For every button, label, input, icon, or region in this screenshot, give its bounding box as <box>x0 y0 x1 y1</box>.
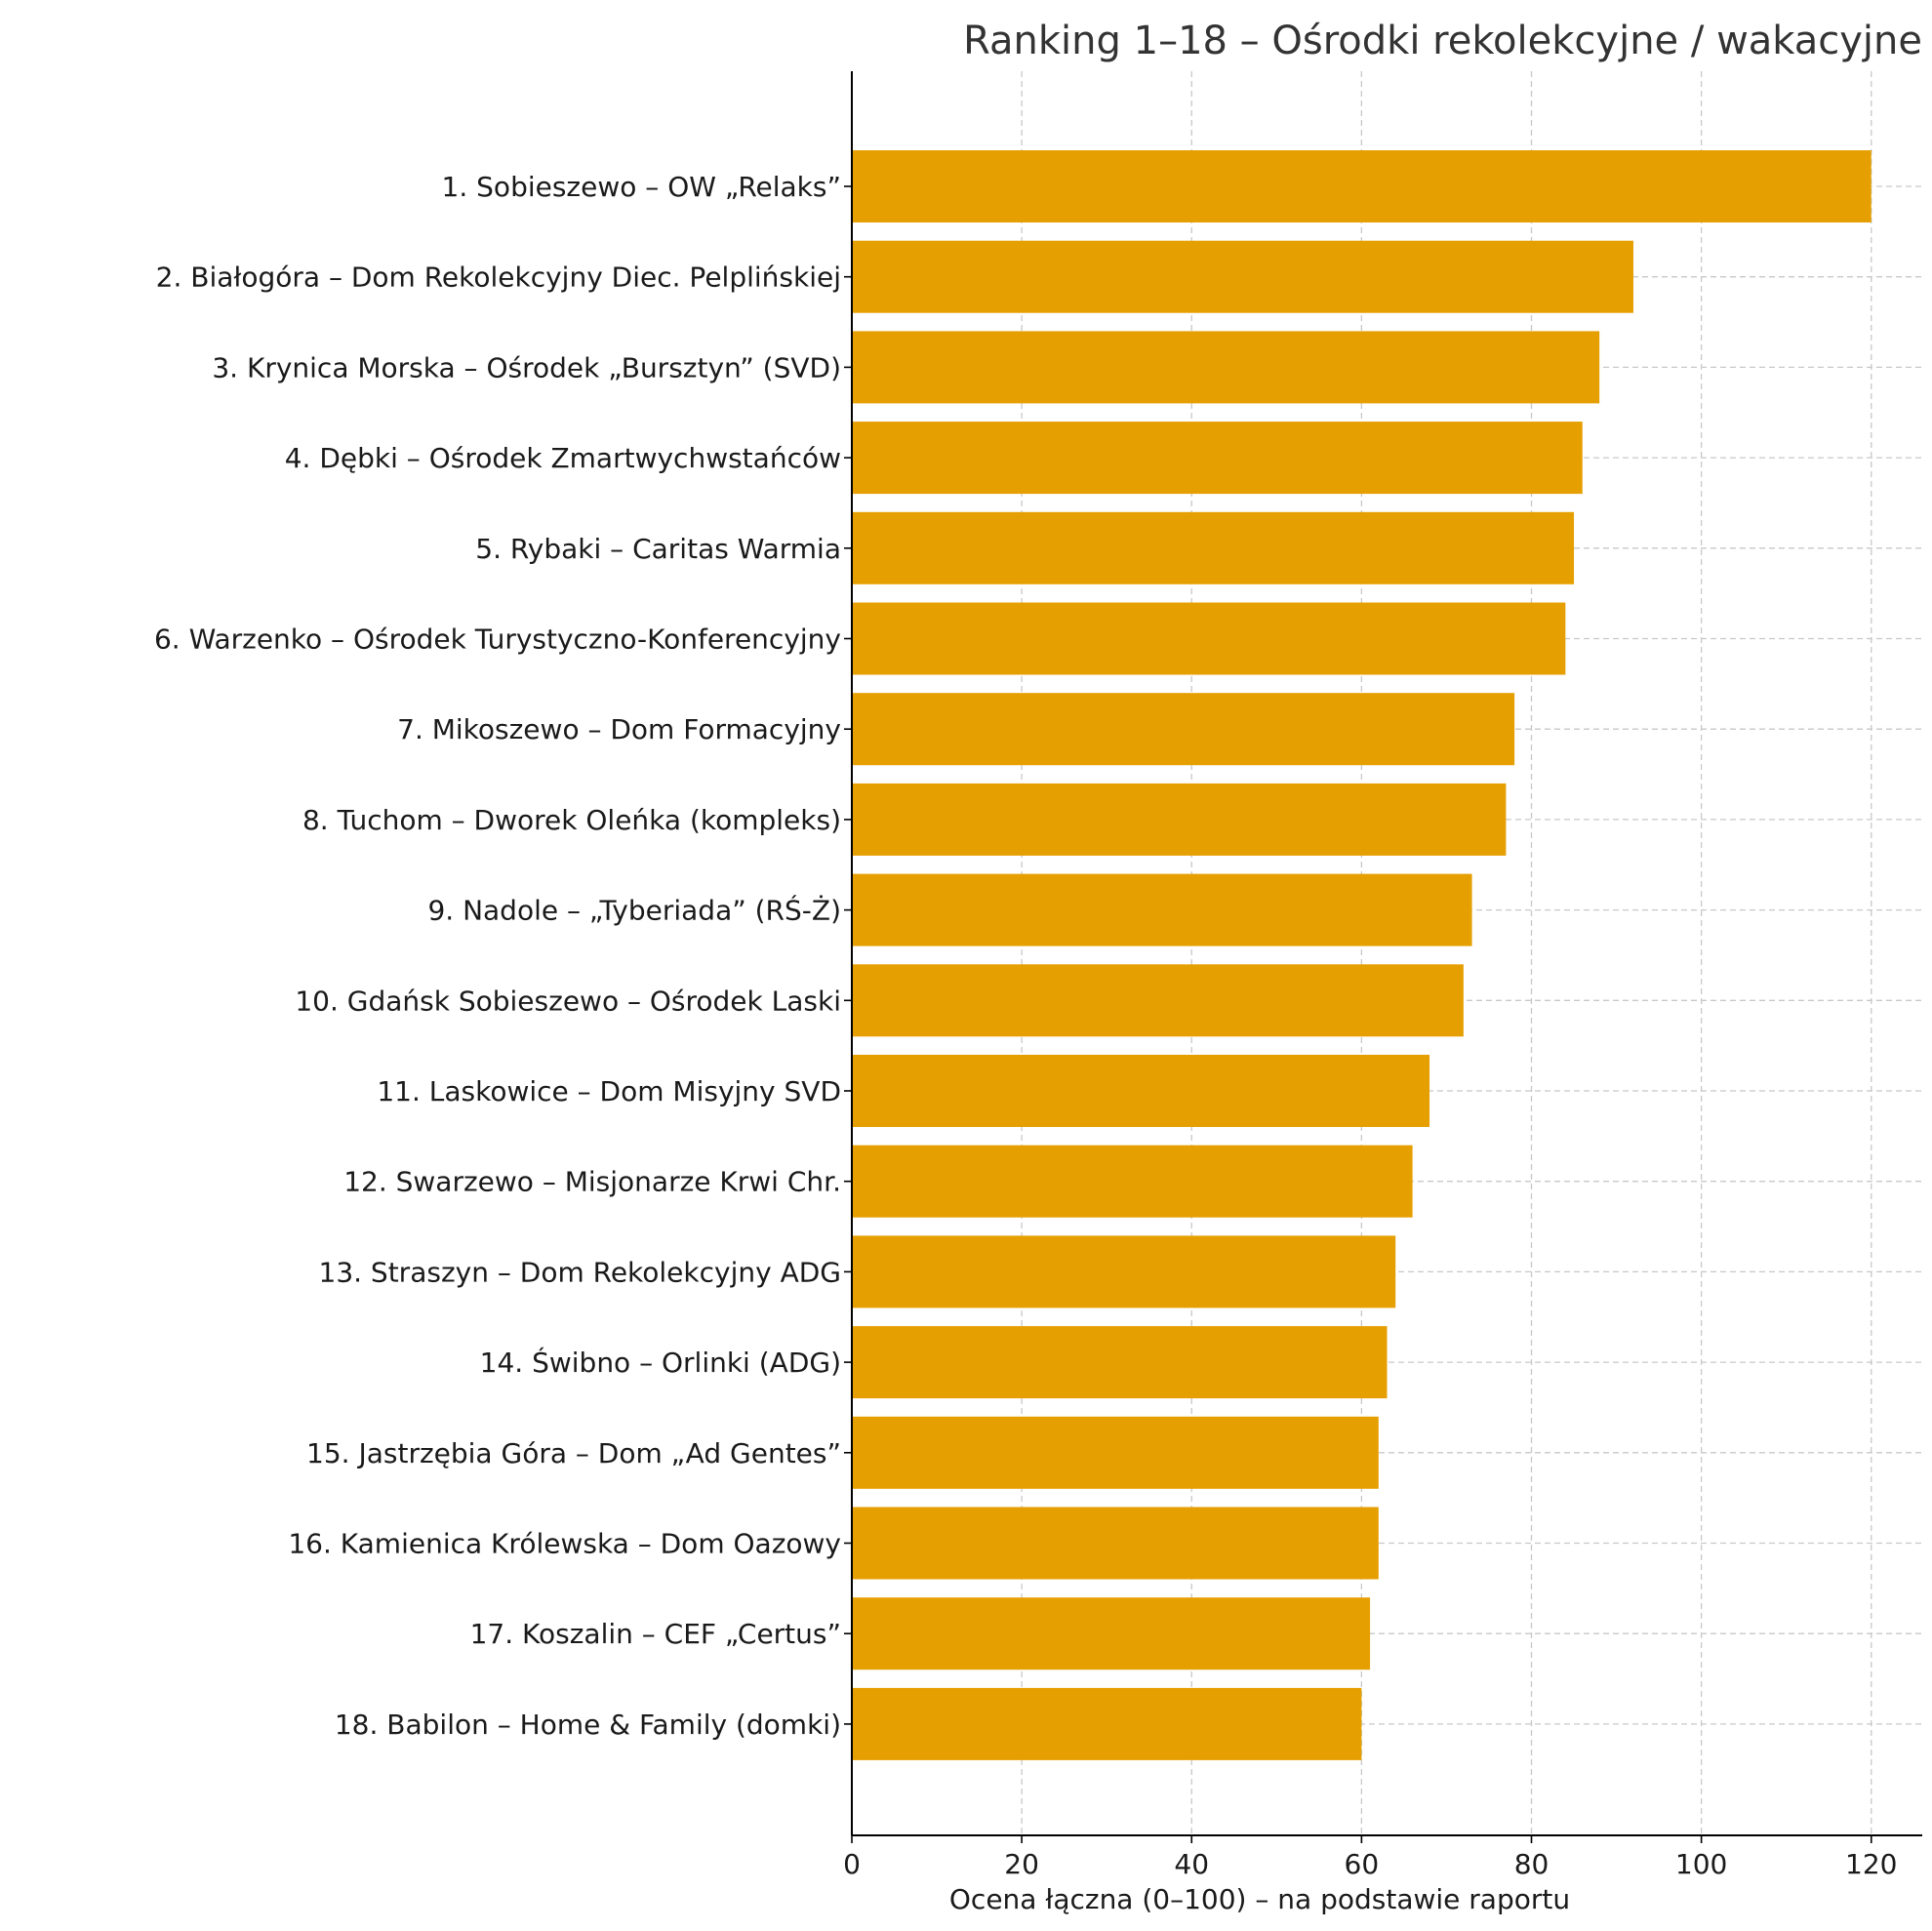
category-label-9: 9. Nadole – „Tyberiada” (RŚ-Ż) <box>427 894 841 927</box>
bar-17 <box>852 1597 1371 1670</box>
category-label-2: 2. Białogóra – Dom Rekolekcyjny Diec. Pe… <box>156 261 841 294</box>
category-label-1: 1. Sobieszewo – OW „Relaks” <box>442 171 841 203</box>
x-axis-label: Ocena łączna (0–100) – na podstawie rapo… <box>949 1883 1570 1915</box>
category-label-4: 4. Dębki – Ośrodek Zmartwychwstańców <box>285 442 841 474</box>
bar-14 <box>852 1326 1388 1399</box>
category-label-6: 6. Warzenko – Ośrodek Turystyczno-Konfer… <box>154 624 841 656</box>
x-tick-label-80: 80 <box>1514 1848 1550 1880</box>
bar-16 <box>852 1507 1379 1580</box>
bar-13 <box>852 1235 1396 1308</box>
x-tick-labels: 0 20 40 60 80 100 120 <box>843 1835 1897 1880</box>
x-tick-label-20: 20 <box>1004 1848 1039 1880</box>
bar-15 <box>852 1416 1379 1489</box>
category-label-3: 3. Krynica Morska – Ośrodek „Bursztyn” (… <box>212 351 841 383</box>
bar-3 <box>852 331 1600 404</box>
bar-12 <box>852 1145 1413 1218</box>
bar-6 <box>852 602 1566 675</box>
x-tick-label-40: 40 <box>1174 1848 1209 1880</box>
bar-7 <box>852 693 1515 766</box>
category-label-7: 7. Mikoszewo – Dom Formacyjny <box>397 713 841 745</box>
x-tick-label-120: 120 <box>1845 1848 1897 1880</box>
category-label-16: 16. Kamienica Królewska – Dom Oazowy <box>288 1528 841 1560</box>
category-label-12: 12. Swarzewo – Misjonarze Krwi Chr. <box>343 1166 841 1198</box>
category-labels: 1. Sobieszewo – OW „Relaks” 2. Białogóra … <box>154 171 852 1741</box>
x-tick-label-100: 100 <box>1675 1848 1727 1880</box>
x-tick-label-60: 60 <box>1345 1848 1380 1880</box>
x-tick-label-0: 0 <box>843 1848 861 1880</box>
category-label-5: 5. Rybaki – Caritas Warmia <box>475 533 841 565</box>
bar-9 <box>852 873 1472 946</box>
bar-18 <box>852 1687 1362 1760</box>
category-label-17: 17. Koszalin – CEF „Certus” <box>470 1618 841 1650</box>
bar-4 <box>852 422 1583 495</box>
bar-2 <box>852 240 1633 313</box>
category-label-15: 15. Jastrzębia Góra – Dom „Ad Gentes” <box>306 1437 841 1469</box>
category-label-8: 8. Tuchom – Dworek Oleńka (kompleks) <box>302 804 841 836</box>
bar-11 <box>852 1055 1430 1127</box>
category-label-14: 14. Świbno – Orlinki (ADG) <box>480 1346 841 1379</box>
category-label-13: 13. Straszyn – Dom Rekolekcyjny ADG <box>319 1256 842 1288</box>
bar-8 <box>852 783 1507 856</box>
bar-5 <box>852 511 1575 584</box>
bars <box>852 150 1872 1760</box>
category-label-18: 18. Babilon – Home & Family (domki) <box>335 1709 841 1741</box>
bar-10 <box>852 964 1464 1037</box>
bar-1 <box>852 150 1872 222</box>
category-label-11: 11. Laskowice – Dom Misyjny SVD <box>377 1075 841 1107</box>
chart-title: Ranking 1–18 – Ośrodki rekolekcyjne / wa… <box>963 19 1922 63</box>
category-label-10: 10. Gdańsk Sobieszewo – Ośrodek Laski <box>295 985 841 1017</box>
